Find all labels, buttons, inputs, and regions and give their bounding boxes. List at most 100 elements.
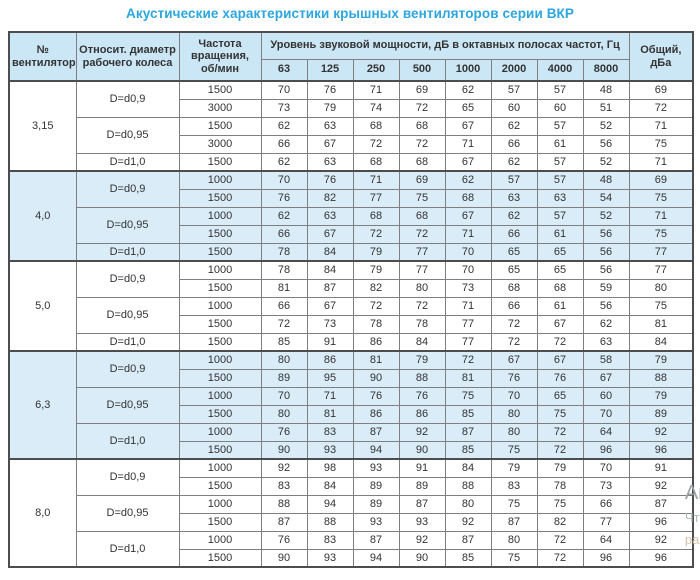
table-body: 3,15 D=d0,9 1500 70 76 71 69 62 57 57 48 69 3000 73 79… [8, 80, 694, 568]
spl-value-cell: 93 [352, 458, 400, 478]
acoustic-characteristics-table: № вентилятора Относит. диаметр рабочего … [8, 31, 695, 568]
rpm-cell: 1000 [178, 260, 262, 280]
spl-value-cell: 56 [582, 134, 630, 154]
spl-value-cell: 57 [536, 206, 584, 226]
spl-value-cell: 76 [536, 368, 584, 388]
spl-value-cell: 82 [536, 512, 584, 532]
spl-value-cell: 88 [398, 368, 446, 388]
spl-value-cell: 61 [536, 134, 584, 154]
spl-value-cell: 60 [582, 386, 630, 406]
total-dba-cell: 77 [628, 260, 694, 280]
spl-value-cell: 73 [444, 278, 492, 298]
rpm-cell: 1000 [178, 206, 262, 226]
spl-value-cell: 92 [398, 422, 446, 442]
spl-value-cell: 90 [260, 548, 308, 568]
diameter-cell: D=d1,0 [75, 242, 180, 262]
spl-value-cell: 83 [306, 422, 354, 442]
total-dba-cell: 87 [628, 494, 694, 514]
rpm-cell: 1500 [178, 440, 262, 460]
rpm-cell: 1500 [178, 116, 262, 136]
spl-value-cell: 76 [260, 188, 308, 208]
spl-value-cell: 70 [582, 404, 630, 424]
spl-value-cell: 94 [352, 440, 400, 460]
spl-value-cell: 65 [536, 260, 584, 280]
spl-value-cell: 93 [398, 512, 446, 532]
spl-value-cell: 94 [306, 494, 354, 514]
spl-value-cell: 62 [444, 170, 492, 190]
diameter-cell: D=d1,0 [75, 152, 180, 172]
spl-value-cell: 62 [490, 206, 538, 226]
spl-value-cell: 75 [444, 386, 492, 406]
spl-value-cell: 72 [490, 314, 538, 334]
col-header-freq-1000: 1000 [444, 58, 492, 82]
spl-value-cell: 70 [582, 458, 630, 478]
diameter-cell: D=d0,9 [75, 260, 180, 298]
spl-value-cell: 52 [582, 206, 630, 226]
spl-value-cell: 85 [444, 404, 492, 424]
spl-value-cell: 68 [536, 278, 584, 298]
table-row: 5,0 D=d0,9 1000 78 84 79 77 70 65 65 56 77 [8, 260, 694, 352]
spl-value-cell: 57 [536, 80, 584, 100]
total-dba-cell: 92 [628, 476, 694, 496]
spl-value-cell: 71 [444, 296, 492, 316]
spl-value-cell: 98 [306, 458, 354, 478]
diameter-cell: D=d1,0 [75, 332, 180, 352]
total-dba-cell: 91 [628, 458, 694, 478]
spl-value-cell: 52 [582, 116, 630, 136]
spl-value-cell: 90 [398, 440, 446, 460]
spl-value-cell: 84 [444, 458, 492, 478]
acoustic-table-container: № вентилятора Относит. диаметр рабочего … [8, 31, 695, 568]
spl-value-cell: 80 [260, 404, 308, 424]
total-dba-cell: 92 [628, 422, 694, 442]
spl-value-cell: 72 [444, 350, 492, 370]
spl-value-cell: 69 [398, 170, 446, 190]
spl-value-cell: 79 [352, 260, 400, 280]
rpm-cell: 1000 [178, 170, 262, 190]
spl-value-cell: 66 [490, 134, 538, 154]
spl-value-cell: 52 [582, 152, 630, 172]
fan-number-cell: 8,0 [8, 458, 77, 568]
spl-value-cell: 96 [582, 440, 630, 460]
rpm-cell: 3000 [178, 98, 262, 118]
spl-value-cell: 90 [352, 368, 400, 388]
spl-value-cell: 82 [352, 278, 400, 298]
spl-value-cell: 83 [260, 476, 308, 496]
spl-value-cell: 68 [352, 206, 400, 226]
spl-value-cell: 87 [352, 530, 400, 550]
spl-value-cell: 78 [260, 260, 308, 280]
spl-value-cell: 72 [536, 422, 584, 442]
diameter-cell: D=d0,9 [75, 350, 180, 388]
col-header-rpm: Частота вращения, об/мин [178, 31, 262, 82]
spl-value-cell: 84 [306, 476, 354, 496]
spl-value-cell: 67 [444, 116, 492, 136]
spl-value-cell: 93 [306, 548, 354, 568]
spl-value-cell: 57 [536, 170, 584, 190]
spl-value-cell: 85 [444, 440, 492, 460]
spl-value-cell: 71 [444, 224, 492, 244]
spl-value-cell: 63 [582, 332, 630, 352]
spl-value-cell: 72 [490, 332, 538, 352]
total-dba-cell: 88 [628, 368, 694, 388]
total-dba-cell: 96 [628, 440, 694, 460]
spl-value-cell: 71 [352, 80, 400, 100]
spl-value-cell: 67 [582, 368, 630, 388]
spl-value-cell: 89 [260, 368, 308, 388]
table-row: D=d1,0 1000 76 83 87 92 87 80 72 64 92 [9, 530, 694, 568]
diameter-cell: D=d1,0 [75, 422, 180, 460]
spl-value-cell: 68 [398, 152, 446, 172]
spl-value-cell: 60 [536, 98, 584, 118]
spl-value-cell: 84 [398, 332, 446, 352]
spl-value-cell: 57 [536, 116, 584, 136]
rpm-cell: 1500 [178, 80, 262, 100]
spl-value-cell: 71 [306, 386, 354, 406]
spl-value-cell: 67 [306, 296, 354, 316]
spl-value-cell: 56 [582, 260, 630, 280]
table-row: 1500 66 67 72 72 71 66 61 56 75 [9, 224, 694, 244]
spl-value-cell: 77 [398, 242, 446, 262]
spl-value-cell: 72 [398, 134, 446, 154]
total-dba-cell: 92 [628, 530, 694, 550]
table-row: D=d0,95 1000 88 94 89 87 80 75 75 66 87 [9, 494, 694, 532]
rpm-cell: 1500 [178, 548, 262, 568]
spl-value-cell: 58 [582, 350, 630, 370]
spl-value-cell: 78 [260, 242, 308, 262]
